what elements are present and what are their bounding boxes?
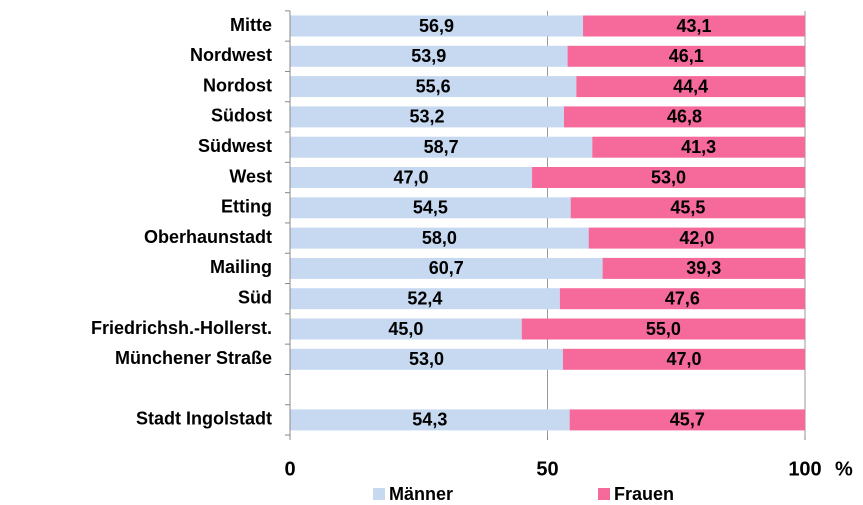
value-label: 46,8 [667,107,702,127]
bar-segment [563,106,805,128]
value-label: 52,4 [407,288,442,308]
legend-label: Frauen [614,484,674,504]
bar-segment [290,167,533,188]
bar-segment [562,348,805,370]
value-label: 55,6 [416,76,451,96]
value-label: 47,0 [394,167,429,187]
bar-segment [559,288,805,310]
bar-segment [290,227,589,249]
bar-segment [290,318,522,340]
value-label: 42,0 [679,228,714,248]
y-tick-label: Süd [238,287,272,307]
y-tick-label: Friedrichsh.-Hollerst. [91,318,272,338]
bar-segment [592,136,805,158]
x-tick-label: 50 [536,458,558,480]
bar-segment [532,167,805,188]
bar-segment [583,15,805,37]
value-label: 58,7 [424,137,459,157]
bar-segment [290,197,571,219]
x-tick-label: 100 [788,458,821,480]
legend-swatch [598,488,610,500]
y-tick-label: Nordost [203,75,272,95]
y-tick-label: Mitte [230,15,272,35]
value-label: 58,0 [422,228,457,248]
value-label: 54,5 [413,198,448,218]
bar-segment [567,45,805,67]
value-label: 45,0 [388,319,423,339]
value-label: 45,7 [670,410,705,430]
value-label: 47,0 [666,349,701,369]
y-tick-label: Stadt Ingolstadt [136,409,272,429]
y-tick-label: Mailing [210,257,272,277]
bar-segment [569,409,805,431]
bar-segment [290,45,568,67]
bar-segment [588,227,805,249]
bar-segment [290,409,570,431]
y-tick-label: Oberhaunstadt [144,227,272,247]
value-label: 45,5 [670,198,705,218]
value-label: 53,2 [409,107,444,127]
x-axis-label: % [835,458,853,480]
bar-segment [290,288,560,310]
value-label: 53,0 [651,167,686,187]
value-label: 56,9 [419,16,454,36]
value-label: 41,3 [681,137,716,157]
y-tick-label: Südost [211,106,272,126]
value-label: 55,0 [646,319,681,339]
value-label: 53,0 [409,349,444,369]
value-label: 47,6 [665,288,700,308]
value-label: 46,1 [669,46,704,66]
bar-segment [290,106,564,128]
bar-segment [290,348,563,370]
value-label: 60,7 [429,258,464,278]
y-tick-label: Südwest [198,136,272,156]
value-label: 54,3 [412,410,447,430]
value-label: 44,4 [673,76,708,96]
legend-swatch [373,488,385,500]
legend-label: Männer [389,484,453,504]
bar-segment [290,136,593,158]
value-label: 39,3 [686,258,721,278]
bar-segment [290,76,577,98]
y-tick-label: Nordwest [190,45,272,65]
bar-segment [570,197,805,219]
y-tick-label: West [229,166,272,186]
y-tick-label: Etting [221,197,272,217]
value-label: 53,9 [411,46,446,66]
bar-segment [602,257,805,279]
bar-segment [290,15,584,37]
x-tick-label: 0 [284,458,295,480]
bar-segment [521,318,805,340]
value-label: 43,1 [676,16,711,36]
y-tick-label: Münchener Straße [115,348,272,368]
bar-segment [576,76,805,98]
bar-segment [290,257,603,279]
